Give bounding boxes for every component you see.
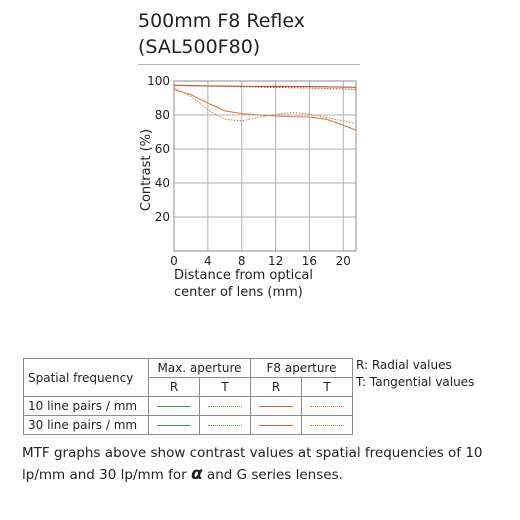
legend-header-max-r: R bbox=[148, 377, 200, 397]
line-sample-solid-green bbox=[157, 406, 191, 407]
legend-sample-10lp-max-t bbox=[199, 396, 251, 416]
y-tick-label: 80 bbox=[155, 108, 170, 122]
caption-text: MTF graphs above show contrast values at… bbox=[22, 445, 483, 483]
x-tick-label: 0 bbox=[170, 254, 178, 268]
legend-sample-30lp-f8-t bbox=[301, 415, 353, 435]
x-axis-label: Distance from optical center of lens (mm… bbox=[174, 267, 313, 301]
legend-table: Spatial frequency Max. aperture F8 apert… bbox=[23, 358, 353, 435]
y-tick-label: 20 bbox=[155, 210, 170, 224]
chart-model-code: (SAL500F80) bbox=[138, 36, 261, 58]
note-radial: R: Radial values bbox=[356, 358, 452, 372]
legend-row-30lp: 30 line pairs / mm bbox=[23, 415, 149, 435]
x-tick-labels: 0 4 8 12 16 20 bbox=[170, 254, 351, 268]
legend-header-spatial-frequency: Spatial frequency bbox=[23, 358, 149, 397]
legend-header-f8-t: T bbox=[301, 377, 353, 397]
x-tick-label: 8 bbox=[238, 254, 246, 268]
x-tick-label: 12 bbox=[268, 254, 283, 268]
x-axis-label-line1: Distance from optical bbox=[174, 268, 314, 283]
legend-notes: R: Radial values T: Tangential values bbox=[356, 357, 474, 391]
series-line-t bbox=[173, 84, 357, 91]
caption-text-end: and G series lenses. bbox=[202, 467, 343, 483]
legend-header-f8-r: R bbox=[250, 377, 302, 397]
legend-sample-10lp-f8-t bbox=[301, 396, 353, 416]
mtf-chart: 20 40 60 80 100 0 4 8 12 16 20 Contrast (%) bbox=[139, 74, 357, 268]
chart-series bbox=[173, 84, 357, 131]
legend-sample-30lp-f8-r bbox=[250, 415, 302, 435]
legend-sample-10lp-f8-r bbox=[250, 396, 302, 416]
line-sample-dotted-orange bbox=[310, 406, 344, 407]
x-tick-label: 16 bbox=[302, 254, 317, 268]
line-sample-dotted-orange bbox=[310, 425, 344, 426]
title-divider bbox=[138, 64, 360, 65]
series-line-r bbox=[173, 88, 357, 131]
y-tick-label: 60 bbox=[155, 142, 170, 156]
legend-sample-30lp-max-r bbox=[148, 415, 200, 435]
footnote-caption: MTF graphs above show contrast values at… bbox=[22, 443, 512, 486]
series-line-t bbox=[173, 87, 357, 125]
line-sample-solid-orange bbox=[259, 425, 293, 426]
x-tick-label: 4 bbox=[204, 254, 212, 268]
chart-title: 500mm F8 Reflex bbox=[138, 10, 305, 32]
alpha-symbol: α bbox=[190, 464, 203, 484]
x-axis-label-line2: center of lens (mm) bbox=[174, 285, 303, 300]
line-sample-dotted-green bbox=[208, 425, 242, 426]
line-sample-solid-orange bbox=[259, 406, 293, 407]
y-tick-label: 40 bbox=[155, 176, 170, 190]
chart-grid bbox=[174, 81, 356, 251]
legend-sample-10lp-max-r bbox=[148, 396, 200, 416]
y-tick-label: 100 bbox=[147, 74, 170, 88]
y-tick-labels: 20 40 60 80 100 bbox=[147, 74, 170, 224]
line-sample-dotted-green bbox=[208, 406, 242, 407]
note-tangential: T: Tangential values bbox=[356, 375, 475, 389]
plot-frame bbox=[173, 80, 357, 252]
legend-row-10lp: 10 line pairs / mm bbox=[23, 396, 149, 416]
y-axis-label: Contrast (%) bbox=[139, 129, 154, 211]
line-sample-solid-green bbox=[157, 425, 191, 426]
x-tick-label: 20 bbox=[336, 254, 351, 268]
legend-header-max-aperture: Max. aperture bbox=[148, 358, 251, 378]
legend-sample-30lp-max-t bbox=[199, 415, 251, 435]
legend-header-max-t: T bbox=[199, 377, 251, 397]
legend-header-f8-aperture: F8 aperture bbox=[250, 358, 353, 378]
